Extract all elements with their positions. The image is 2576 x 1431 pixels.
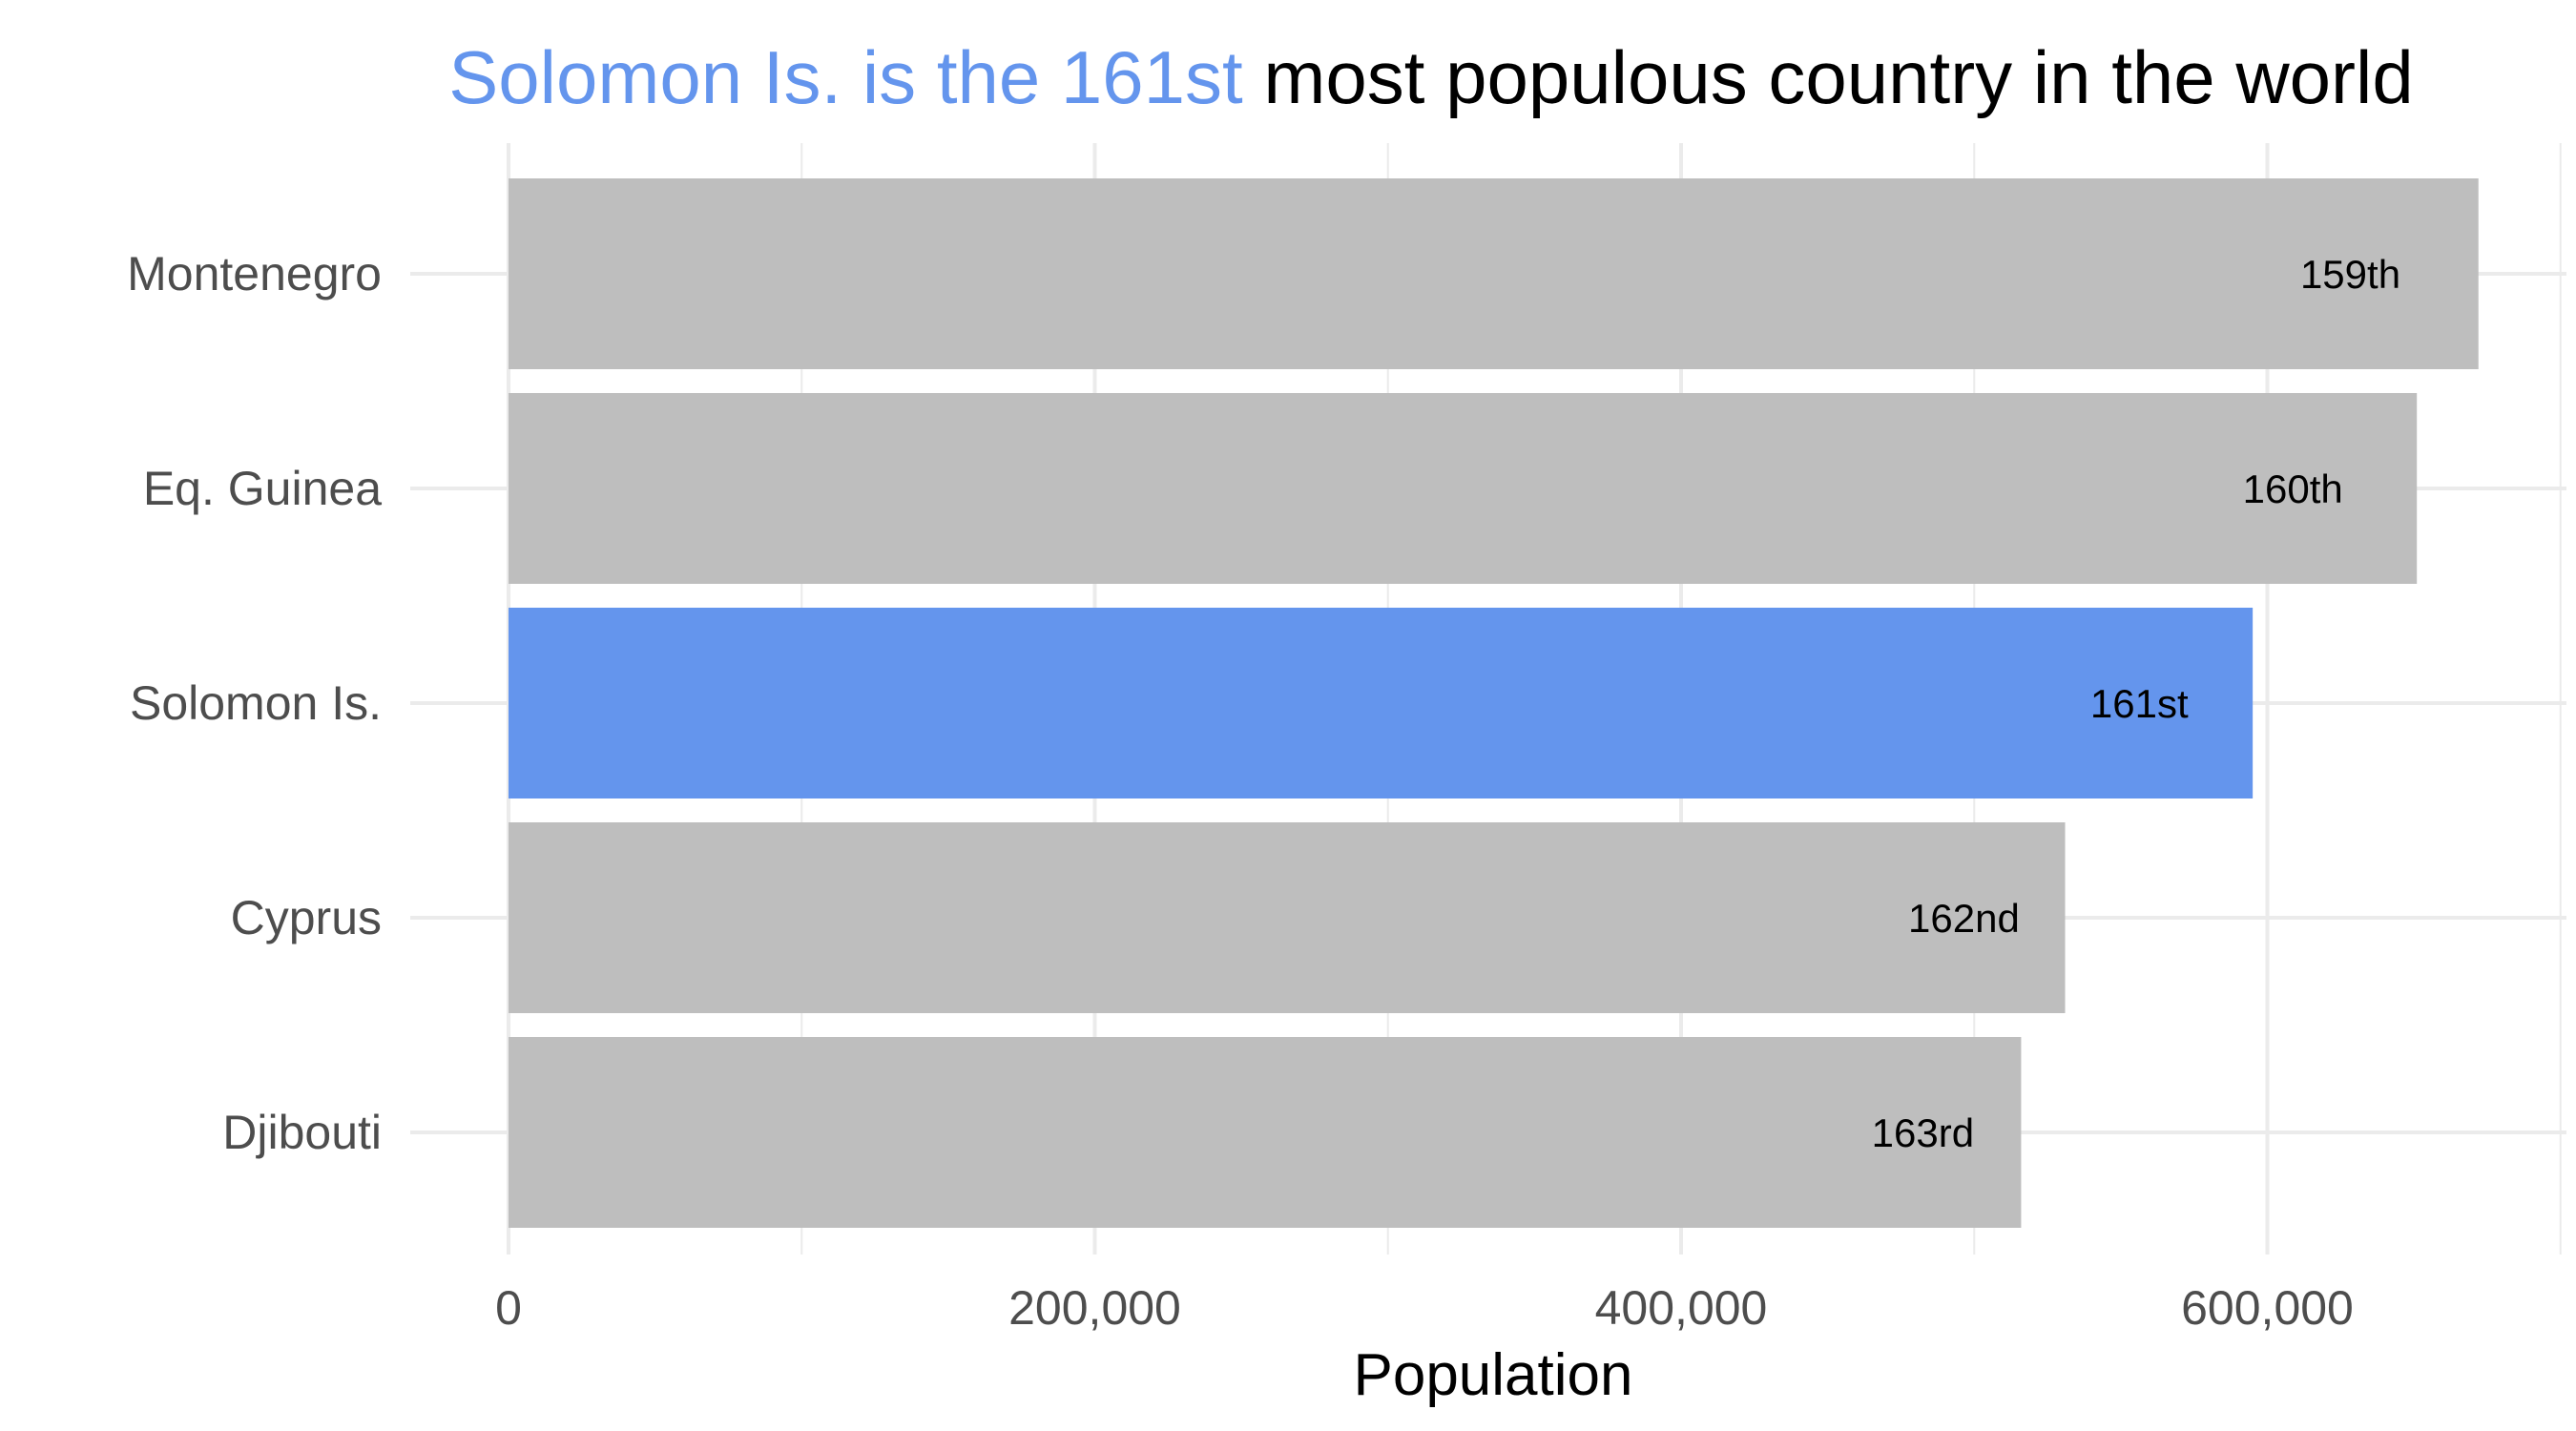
x-tick-label: 0 [495, 1281, 522, 1335]
y-tick-label: Solomon Is. [130, 676, 382, 730]
x-axis-title: Population [1353, 1342, 1632, 1408]
bar-solomon-is [509, 608, 2254, 798]
y-tick-label: Montenegro [127, 247, 382, 301]
bar-eq-guinea [509, 393, 2418, 584]
bars [509, 178, 2479, 1228]
x-axis: 0 200,000 400,000 600,000 [495, 1281, 2354, 1335]
data-label: 159th [2300, 252, 2400, 297]
y-tick-label: Eq. Guinea [143, 462, 382, 515]
chart-title: Solomon Is. is the 161st most populous c… [448, 35, 2413, 119]
y-axis: Montenegro Eq. Guinea Solomon Is. Cyprus Dji… [127, 247, 382, 1159]
data-label: 162nd [1908, 896, 2020, 941]
x-tick-label: 200,000 [1008, 1281, 1181, 1335]
title-rest: most populous country in the world [1243, 35, 2414, 119]
y-tick-label: Djibouti [222, 1106, 382, 1159]
data-label: 160th [2243, 467, 2343, 511]
bar-djibouti [509, 1037, 2022, 1228]
bar-cyprus [509, 822, 2066, 1013]
data-label: 163rd [1872, 1110, 1974, 1155]
x-tick-label: 600,000 [2181, 1281, 2354, 1335]
title-highlight: Solomon Is. is the 161st [448, 35, 1243, 119]
data-label: 161st [2090, 681, 2189, 726]
y-tick-label: Cyprus [231, 891, 382, 944]
data-labels: 159th 160th 161st 162nd 163rd [1872, 252, 2400, 1155]
bar-montenegro [509, 178, 2479, 369]
x-tick-label: 400,000 [1595, 1281, 1768, 1335]
